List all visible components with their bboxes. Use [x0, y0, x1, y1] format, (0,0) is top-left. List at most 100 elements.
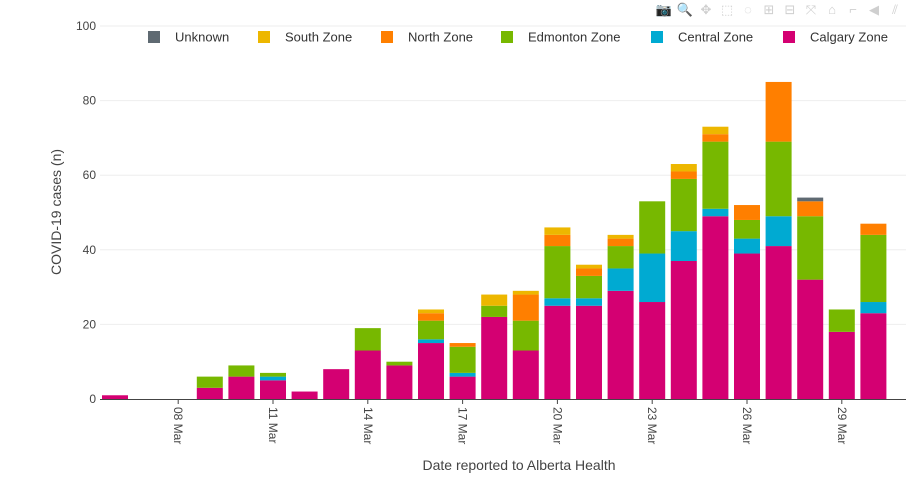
- bar-edmonton-zone[interactable]: [512, 320, 539, 351]
- bar-calgary-zone[interactable]: [228, 376, 255, 399]
- box-select-icon[interactable]: ⬚: [720, 2, 734, 17]
- modebar: 📷 🔍 ✥ ⬚ ◌ ⊞ ⊟ ⤧ ⌂ ⌐ ◀ ⫽: [655, 2, 904, 18]
- legend-item-unknown[interactable]: Unknown: [148, 30, 229, 45]
- bar-edmonton-zone[interactable]: [702, 141, 729, 209]
- bar-north-zone[interactable]: [512, 294, 539, 321]
- bar-unknown[interactable]: [797, 197, 824, 202]
- bar-north-zone[interactable]: [670, 171, 697, 179]
- bar-north-zone[interactable]: [797, 201, 824, 217]
- bar-south-zone[interactable]: [702, 126, 729, 135]
- bar-calgary-zone[interactable]: [702, 216, 729, 399]
- bar-central-zone[interactable]: [544, 298, 571, 306]
- bar-south-zone[interactable]: [576, 264, 602, 269]
- x-axis-title: Date reported to Alberta Health: [422, 457, 615, 473]
- bar-edmonton-zone[interactable]: [228, 365, 255, 377]
- bar-edmonton-zone[interactable]: [639, 201, 666, 254]
- bar-calgary-zone[interactable]: [670, 260, 697, 399]
- legend-swatch: [148, 31, 160, 43]
- bar-calgary-zone[interactable]: [512, 350, 539, 399]
- bar-south-zone[interactable]: [418, 309, 444, 314]
- bar-central-zone[interactable]: [607, 268, 634, 291]
- camera-icon[interactable]: 📷: [655, 2, 673, 17]
- x-tick-label: 29 Mar: [835, 407, 849, 444]
- bar-calgary-zone[interactable]: [639, 302, 666, 399]
- bar-central-zone[interactable]: [418, 339, 444, 344]
- bar-edmonton-zone[interactable]: [418, 320, 444, 340]
- bar-north-zone[interactable]: [765, 81, 792, 142]
- bar-north-zone[interactable]: [702, 134, 729, 142]
- bar-calgary-zone[interactable]: [734, 253, 760, 399]
- bar-calgary-zone[interactable]: [765, 246, 792, 399]
- bar-north-zone[interactable]: [576, 268, 602, 276]
- x-tick-label: 08 Mar: [171, 407, 185, 444]
- bar-central-zone[interactable]: [702, 208, 729, 217]
- bar-edmonton-zone[interactable]: [354, 328, 381, 351]
- legend-item-edmonton-zone[interactable]: Edmonton Zone: [501, 30, 621, 45]
- bar-calgary-zone[interactable]: [418, 343, 444, 399]
- bar-calgary-zone[interactable]: [860, 313, 887, 399]
- bar-edmonton-zone[interactable]: [670, 178, 697, 232]
- bar-edmonton-zone[interactable]: [386, 361, 413, 366]
- bar-south-zone[interactable]: [512, 290, 539, 295]
- bar-edmonton-zone[interactable]: [544, 246, 571, 299]
- bar-central-zone[interactable]: [576, 298, 602, 306]
- legend-item-calgary-zone[interactable]: Calgary Zone: [783, 30, 888, 45]
- bar-south-zone[interactable]: [670, 164, 697, 172]
- bar-calgary-zone[interactable]: [828, 331, 855, 399]
- spike-lines-icon[interactable]: ⌐: [849, 2, 857, 17]
- bar-edmonton-zone[interactable]: [828, 309, 855, 332]
- bar-north-zone[interactable]: [607, 238, 634, 247]
- bar-north-zone[interactable]: [418, 313, 444, 321]
- bar-calgary-zone[interactable]: [386, 365, 413, 399]
- bar-central-zone[interactable]: [734, 238, 760, 254]
- bar-south-zone[interactable]: [481, 294, 508, 306]
- bar-south-zone[interactable]: [544, 227, 571, 235]
- hover-compare-icon[interactable]: ⫽: [892, 2, 898, 17]
- pan-icon[interactable]: ✥: [700, 2, 712, 17]
- bar-calgary-zone[interactable]: [323, 369, 350, 399]
- legend-item-north-zone[interactable]: North Zone: [381, 30, 473, 45]
- bar-edmonton-zone[interactable]: [797, 216, 824, 280]
- bar-central-zone[interactable]: [765, 216, 792, 247]
- bar-south-zone[interactable]: [607, 234, 634, 239]
- legend-item-south-zone[interactable]: South Zone: [258, 30, 352, 45]
- bar-north-zone[interactable]: [544, 234, 571, 247]
- bar-edmonton-zone[interactable]: [481, 305, 508, 317]
- bar-north-zone[interactable]: [449, 343, 476, 347]
- zoom-out-icon[interactable]: ⊟: [784, 2, 796, 17]
- bar-edmonton-zone[interactable]: [576, 275, 602, 299]
- bar-north-zone[interactable]: [860, 223, 887, 235]
- x-axis: 08 Mar 11 Mar 14 Mar 17 Mar 20 Mar 23 Mar 26 M…: [171, 399, 849, 444]
- autoscale-icon[interactable]: ⤧: [805, 2, 817, 17]
- bar-calgary-zone[interactable]: [449, 376, 476, 399]
- bar-calgary-zone[interactable]: [544, 305, 571, 399]
- bar-central-zone[interactable]: [639, 253, 666, 303]
- bar-calgary-zone[interactable]: [354, 350, 381, 399]
- bar-central-zone[interactable]: [449, 372, 476, 377]
- lasso-icon[interactable]: ◌: [744, 2, 752, 17]
- zoom-icon[interactable]: 🔍: [676, 2, 694, 17]
- bar-edmonton-zone[interactable]: [765, 141, 792, 217]
- hover-closest-icon[interactable]: ◀: [869, 2, 879, 17]
- legend-item-central-zone[interactable]: Central Zone: [651, 30, 753, 45]
- bar-central-zone[interactable]: [260, 376, 286, 381]
- bar-central-zone[interactable]: [860, 302, 887, 314]
- bar-edmonton-zone[interactable]: [260, 372, 286, 377]
- bar-north-zone[interactable]: [734, 205, 760, 220]
- bar-edmonton-zone[interactable]: [607, 246, 634, 269]
- bar-calgary-zone[interactable]: [607, 290, 634, 399]
- bar-edmonton-zone[interactable]: [734, 219, 760, 239]
- bar-calgary-zone[interactable]: [196, 387, 223, 399]
- bar-central-zone[interactable]: [670, 231, 697, 261]
- bar-calgary-zone[interactable]: [797, 279, 824, 399]
- bar-calgary-zone[interactable]: [576, 305, 602, 399]
- bar-edmonton-zone[interactable]: [860, 234, 887, 303]
- bar-calgary-zone[interactable]: [102, 395, 128, 399]
- bar-edmonton-zone[interactable]: [196, 376, 223, 388]
- bar-calgary-zone[interactable]: [260, 380, 286, 399]
- bar-calgary-zone[interactable]: [291, 391, 318, 399]
- bar-edmonton-zone[interactable]: [449, 346, 476, 373]
- home-icon[interactable]: ⌂: [828, 2, 836, 17]
- bar-calgary-zone[interactable]: [481, 316, 508, 399]
- zoom-in-icon[interactable]: ⊞: [763, 2, 775, 17]
